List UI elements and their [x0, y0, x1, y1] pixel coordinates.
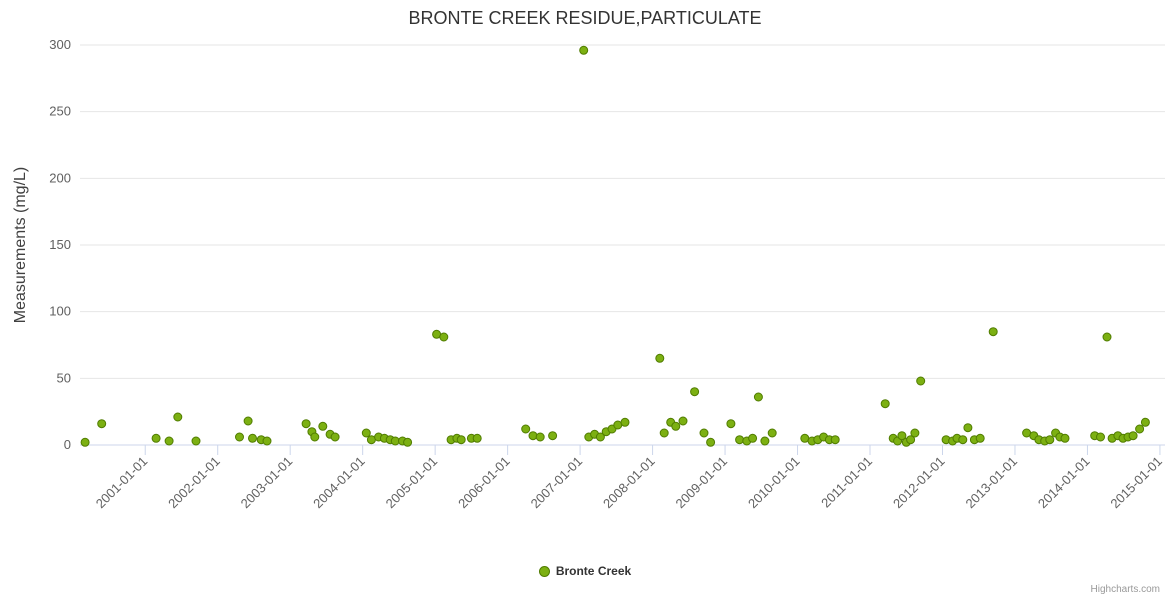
data-point[interactable] [595, 432, 605, 442]
data-point[interactable] [248, 433, 257, 443]
data-point[interactable] [80, 437, 90, 447]
data-point[interactable] [963, 423, 973, 433]
data-point[interactable] [173, 412, 183, 422]
data-point[interactable] [301, 419, 311, 429]
data-point[interactable] [767, 428, 777, 438]
data-point[interactable] [1102, 332, 1112, 342]
data-point[interactable] [528, 431, 538, 441]
x-axis-tick-label: 2011-01-01 [818, 454, 875, 511]
x-axis-tick-label: 2013-01-01 [962, 454, 1020, 512]
data-point[interactable] [678, 416, 688, 426]
data-point[interactable] [830, 435, 840, 445]
highcharts-credits-link[interactable]: Highcharts.com [1090, 584, 1160, 595]
data-point[interactable] [690, 387, 700, 397]
data-point[interactable] [243, 416, 253, 426]
data-point[interactable] [958, 435, 968, 445]
data-point[interactable] [548, 431, 558, 441]
y-axis-tick-label: 0 [64, 437, 71, 452]
x-axis-tick-label: 2003-01-01 [238, 454, 296, 512]
data-point[interactable] [988, 327, 998, 337]
data-point[interactable] [403, 437, 413, 447]
x-axis-tick-label: 2001-01-01 [93, 454, 151, 512]
x-axis-tick-label: 2007-01-01 [528, 454, 586, 512]
x-axis-tick-label: 2009-01-01 [673, 454, 731, 512]
data-point[interactable] [330, 432, 340, 442]
data-point[interactable] [706, 437, 716, 447]
data-point[interactable] [620, 417, 630, 427]
x-axis-tick-label: 2004-01-01 [310, 454, 368, 512]
x-axis-tick-label: 2014-01-01 [1035, 454, 1093, 512]
x-axis-tick-label: 2010-01-01 [745, 454, 803, 512]
data-point[interactable] [262, 436, 272, 446]
data-point[interactable] [456, 435, 466, 445]
data-point[interactable] [1060, 433, 1070, 443]
y-axis-tick-label: 50 [57, 370, 71, 385]
data-point[interactable] [1096, 432, 1105, 442]
data-point[interactable] [1135, 424, 1145, 434]
data-point[interactable] [735, 435, 745, 445]
legend-label: Bronte Creek [555, 564, 632, 578]
data-point[interactable] [579, 45, 589, 55]
data-point[interactable] [975, 433, 985, 443]
chart-title: BRONTE CREEK RESIDUE,PARTICULATE [408, 8, 762, 28]
data-point[interactable] [151, 433, 161, 443]
y-axis-tick-label: 150 [49, 237, 71, 252]
data-point[interactable] [659, 428, 669, 438]
x-axis-tick-label: 2015-01-01 [1107, 454, 1165, 512]
data-point[interactable] [910, 428, 920, 438]
data-point[interactable] [535, 432, 545, 442]
data-point[interactable] [1045, 435, 1055, 445]
data-point[interactable] [671, 421, 681, 431]
y-axis-title: Measurements (mg/L) [12, 167, 29, 324]
data-point[interactable] [521, 424, 531, 434]
data-point[interactable] [748, 433, 758, 443]
data-point[interactable] [906, 435, 916, 445]
data-point[interactable] [880, 399, 890, 409]
data-point[interactable] [439, 332, 449, 342]
data-point[interactable] [318, 421, 328, 431]
legend-item-bronte-creek[interactable]: Bronte Creek [0, 564, 1170, 578]
x-axis-tick-label: 2005-01-01 [383, 454, 441, 512]
x-axis-tick-label: 2002-01-01 [165, 454, 223, 512]
data-point[interactable] [655, 353, 665, 363]
y-axis-tick-label: 200 [49, 170, 71, 185]
data-point[interactable] [97, 419, 107, 429]
data-point[interactable] [235, 432, 244, 442]
data-point[interactable] [753, 392, 763, 402]
data-point[interactable] [760, 436, 770, 446]
data-point[interactable] [361, 428, 371, 438]
data-point[interactable] [699, 428, 709, 438]
data-point[interactable] [472, 433, 482, 443]
x-axis-tick-label: 2012-01-01 [890, 454, 948, 512]
y-axis-tick-label: 300 [49, 37, 71, 52]
data-point[interactable] [1128, 431, 1138, 441]
data-point[interactable] [310, 432, 320, 442]
data-point[interactable] [916, 376, 926, 386]
data-point[interactable] [1140, 417, 1150, 427]
data-point[interactable] [164, 436, 174, 446]
y-axis-tick-label: 100 [49, 304, 71, 319]
data-point[interactable] [191, 436, 201, 446]
y-axis-tick-label: 250 [49, 104, 71, 119]
legend-marker-icon [538, 565, 550, 577]
x-axis-tick-label: 2006-01-01 [455, 454, 513, 512]
x-axis-tick-label: 2008-01-01 [600, 454, 658, 512]
data-point[interactable] [726, 419, 736, 429]
data-point[interactable] [897, 431, 907, 441]
